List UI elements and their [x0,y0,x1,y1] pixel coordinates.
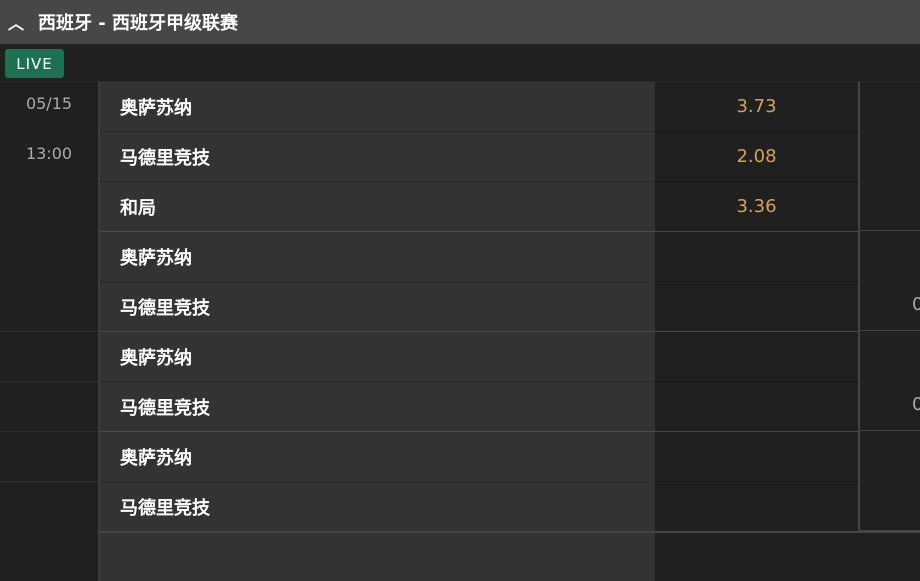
divider [0,331,98,332]
odds-button[interactable]: 3.36 [655,182,858,232]
odds-button[interactable]: 3.73 [655,82,858,132]
market-cell[interactable] [858,82,920,232]
live-bar: LIVE [0,44,920,82]
match-date: 05/15 [25,94,73,113]
divider [98,531,920,533]
selection-name: 奥萨苏纳 [120,447,192,469]
match-time: 13:00 [25,144,73,163]
divider [0,431,98,432]
league-title: 西班牙 - 西班牙甲级联赛 [38,13,239,34]
league-header[interactable]: ︿ 西班牙 - 西班牙甲级联赛 [0,0,920,44]
handicap-value: 0 [912,394,920,415]
selection-column: 奥萨苏纳 马德里竞技 和局 奥萨苏纳 马德里竞技 奥萨苏纳 马德里竞技 奥萨苏纳… [98,82,655,581]
selection-row: 马德里竞技 [100,482,655,532]
selection-row: 奥萨苏纳 [100,82,655,132]
selection-name: 奥萨苏纳 [120,247,192,269]
odds-button[interactable] [655,432,858,482]
odds-button[interactable] [655,332,858,382]
odds-button[interactable] [655,282,858,332]
chevron-up-icon[interactable]: ︿ [7,14,24,33]
selection-name: 马德里竞技 [120,297,210,319]
selection-name: 奥萨苏纳 [120,97,192,119]
selection-name: 马德里竞技 [120,497,210,519]
divider [0,381,98,382]
selection-name: 马德里竞技 [120,147,210,169]
market-cell[interactable] [858,331,920,432]
selection-row: 和局 [100,182,655,232]
odds-button[interactable] [655,232,858,282]
selection-row: 马德里竞技 [100,382,655,432]
divider [0,481,98,482]
odds-button[interactable]: 2.08 [655,132,858,182]
selection-row: 马德里竞技 [100,282,655,332]
selection-row: 奥萨苏纳 [100,232,655,282]
odds-button[interactable] [655,382,858,432]
odds-button[interactable] [655,482,858,532]
market-cell[interactable] [858,431,920,532]
selection-name: 奥萨苏纳 [120,347,192,369]
selection-row: 马德里竞技 [100,132,655,182]
selection-name: 马德里竞技 [120,397,210,419]
handicap-value: 0 [912,294,920,315]
market-cell[interactable] [858,231,920,332]
selection-row: 奥萨苏纳 [100,332,655,382]
live-badge[interactable]: LIVE [5,49,64,78]
selection-name: 和局 [120,197,156,219]
selection-row: 奥萨苏纳 [100,432,655,482]
